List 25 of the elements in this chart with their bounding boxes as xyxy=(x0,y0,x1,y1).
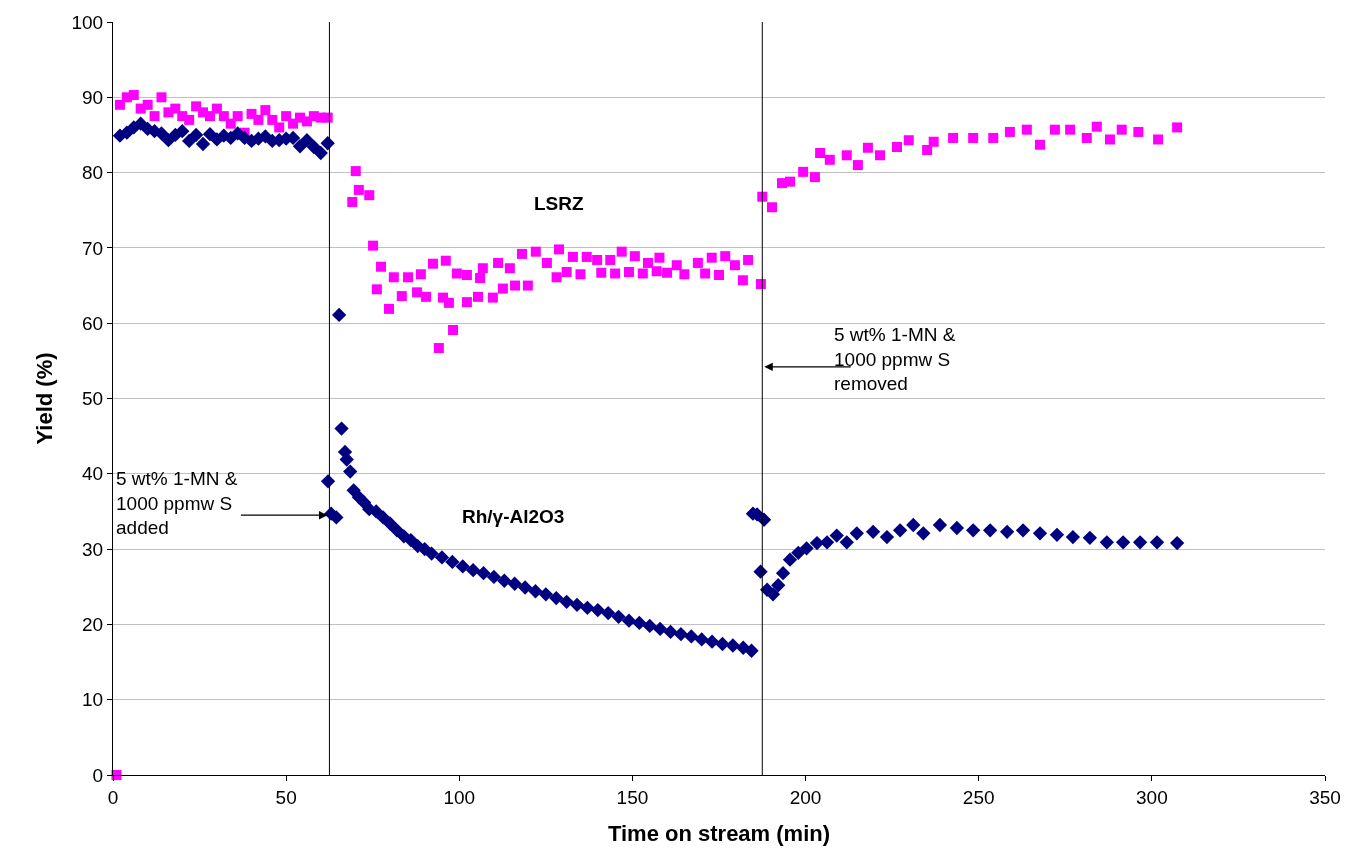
x-tick-label: 350 xyxy=(1309,786,1341,808)
y-tick-label: 0 xyxy=(92,764,104,786)
annotation: 5 wt% 1-MN & 1000 ppmw S removed xyxy=(834,324,956,395)
y-tick-label: 10 xyxy=(82,689,104,711)
annotation: 5 wt% 1-MN & 1000 ppmw S added xyxy=(116,468,238,539)
y-tick-label: 30 xyxy=(82,538,104,560)
x-tick-label: 50 xyxy=(275,786,297,808)
y-tick-label: 50 xyxy=(82,388,104,410)
x-tick-label: 100 xyxy=(443,786,476,808)
y-axis-title: Yield (%) xyxy=(32,352,58,445)
x-tick-label: 300 xyxy=(1136,786,1168,808)
series-label: Rh/γ-Al2O3 xyxy=(462,506,565,527)
x-tick-label: 250 xyxy=(962,786,995,808)
x-axis-title: Time on stream (min) xyxy=(607,820,831,846)
series-label: LSRZ xyxy=(534,193,584,214)
y-tick-label: 20 xyxy=(82,614,104,636)
y-tick-label: 60 xyxy=(82,312,104,334)
x-tick-label: 0 xyxy=(107,786,119,808)
y-tick-label: 100 xyxy=(71,11,104,33)
y-tick-label: 70 xyxy=(82,237,104,259)
x-tick-label: 150 xyxy=(616,786,649,808)
y-tick-label: 90 xyxy=(82,86,104,108)
y-tick-label: 40 xyxy=(82,463,104,485)
y-tick-label: 80 xyxy=(82,162,104,184)
x-tick-label: 200 xyxy=(789,786,822,808)
